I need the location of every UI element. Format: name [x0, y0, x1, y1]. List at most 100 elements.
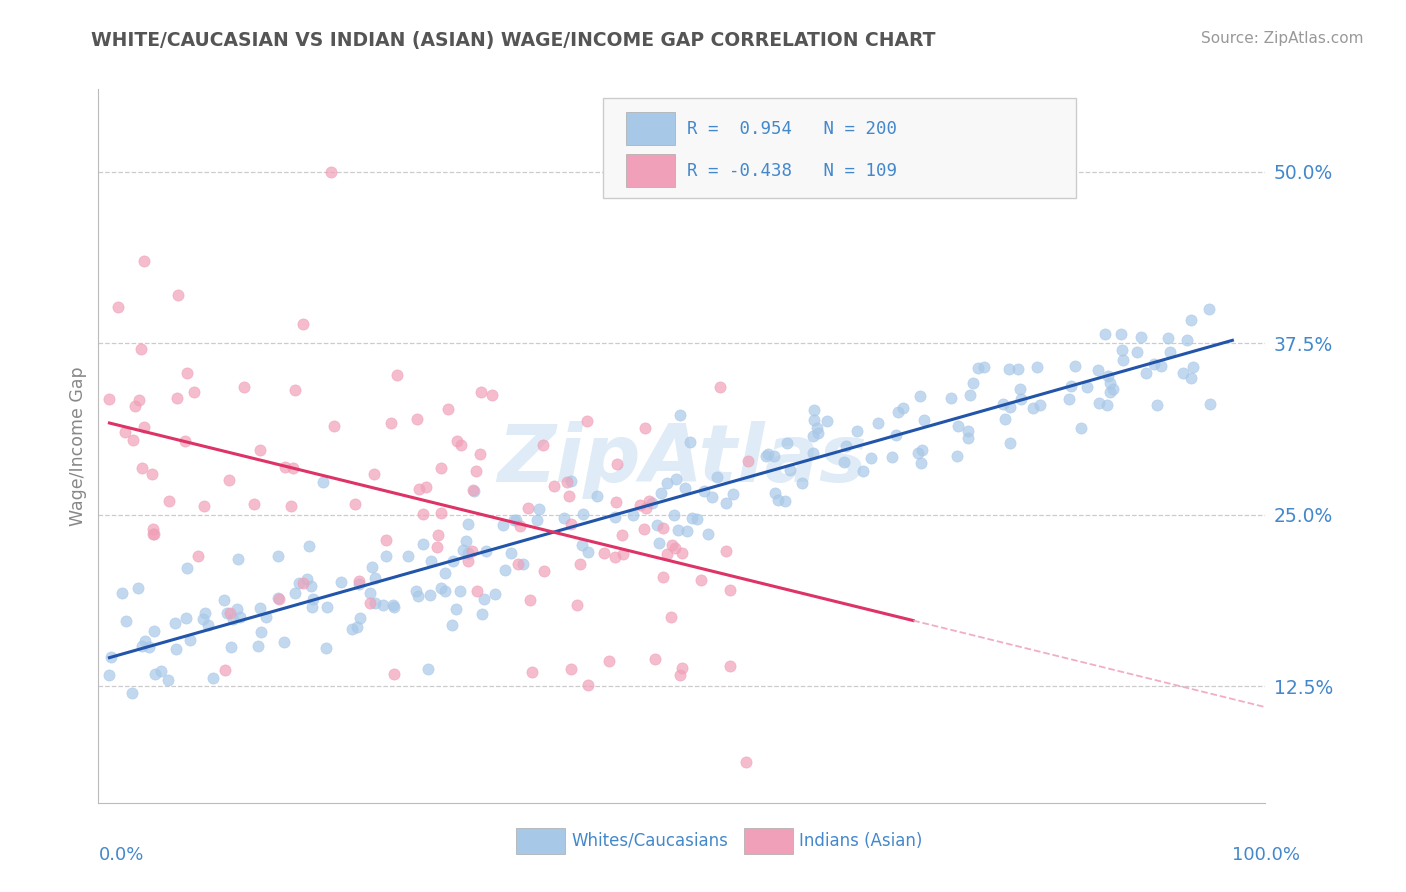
Point: [121, 433, 143, 447]
Point: [776, 436, 799, 450]
Point: [457, 546, 479, 560]
Point: [679, 434, 702, 449]
Point: [197, 618, 219, 632]
Point: [560, 516, 582, 531]
Point: [364, 596, 387, 610]
Point: [201, 671, 224, 685]
Point: [801, 429, 824, 443]
Text: R = -0.438   N = 109: R = -0.438 N = 109: [686, 161, 897, 179]
Point: [645, 517, 668, 532]
Point: [675, 524, 697, 539]
Point: [141, 467, 163, 481]
Point: [292, 575, 315, 590]
Point: [779, 462, 801, 476]
Point: [610, 528, 633, 542]
Point: [734, 755, 756, 769]
Point: [359, 586, 381, 600]
Point: [429, 581, 451, 595]
Point: [121, 686, 143, 700]
Point: [666, 523, 689, 537]
Point: [721, 486, 744, 500]
Point: [910, 456, 932, 470]
Point: [347, 574, 370, 588]
Point: [664, 541, 686, 555]
Point: [142, 522, 165, 536]
Point: [571, 537, 593, 551]
Point: [807, 425, 830, 440]
Point: [1198, 301, 1220, 316]
Point: [464, 465, 486, 479]
Point: [1180, 313, 1202, 327]
Point: [98, 668, 121, 682]
Point: [628, 498, 651, 512]
Point: [183, 384, 205, 399]
Point: [361, 560, 384, 574]
Point: [998, 435, 1021, 450]
Point: [250, 625, 273, 640]
Point: [475, 544, 498, 558]
Point: [176, 366, 198, 380]
Point: [1097, 369, 1119, 384]
Point: [662, 508, 685, 522]
Text: 100.0%: 100.0%: [1233, 846, 1301, 863]
Point: [396, 549, 419, 563]
Point: [330, 575, 353, 590]
Point: [463, 483, 485, 497]
Point: [492, 518, 515, 533]
Point: [1175, 333, 1198, 347]
Point: [957, 431, 980, 445]
Point: [143, 667, 166, 681]
Point: [165, 641, 187, 656]
Point: [773, 494, 796, 508]
Point: [657, 475, 679, 490]
Point: [638, 494, 661, 508]
Point: [375, 533, 398, 547]
Point: [463, 484, 485, 499]
Point: [346, 620, 368, 634]
Point: [697, 527, 720, 541]
Point: [880, 450, 903, 464]
Point: [803, 403, 825, 417]
Point: [516, 500, 538, 515]
Point: [380, 416, 402, 430]
Point: [283, 586, 305, 600]
Point: [226, 602, 249, 616]
Point: [315, 641, 337, 656]
Point: [1022, 401, 1045, 415]
Point: [560, 474, 582, 488]
Point: [134, 634, 156, 648]
Point: [946, 418, 969, 433]
Point: [1057, 392, 1080, 407]
Point: [907, 446, 929, 460]
Point: [572, 507, 595, 521]
Point: [1008, 382, 1031, 396]
Point: [756, 447, 779, 461]
Point: [718, 659, 741, 673]
Point: [655, 547, 678, 561]
Point: [193, 500, 215, 514]
Point: [229, 610, 252, 624]
Point: [292, 317, 315, 331]
Point: [686, 511, 709, 525]
Point: [111, 586, 134, 600]
Point: [673, 481, 696, 495]
Point: [815, 414, 838, 428]
Point: [668, 668, 690, 682]
Point: [246, 639, 269, 653]
Point: [481, 388, 503, 402]
Point: [143, 624, 166, 638]
FancyBboxPatch shape: [603, 98, 1077, 198]
Point: [179, 632, 201, 647]
Point: [598, 654, 620, 668]
Point: [1098, 384, 1121, 399]
FancyBboxPatch shape: [626, 112, 675, 145]
Point: [219, 640, 242, 654]
Point: [1150, 359, 1173, 373]
Point: [693, 483, 716, 498]
Point: [512, 557, 534, 571]
Point: [832, 455, 855, 469]
Point: [533, 564, 555, 578]
Point: [529, 502, 551, 516]
Point: [568, 558, 591, 572]
Point: [166, 287, 188, 301]
